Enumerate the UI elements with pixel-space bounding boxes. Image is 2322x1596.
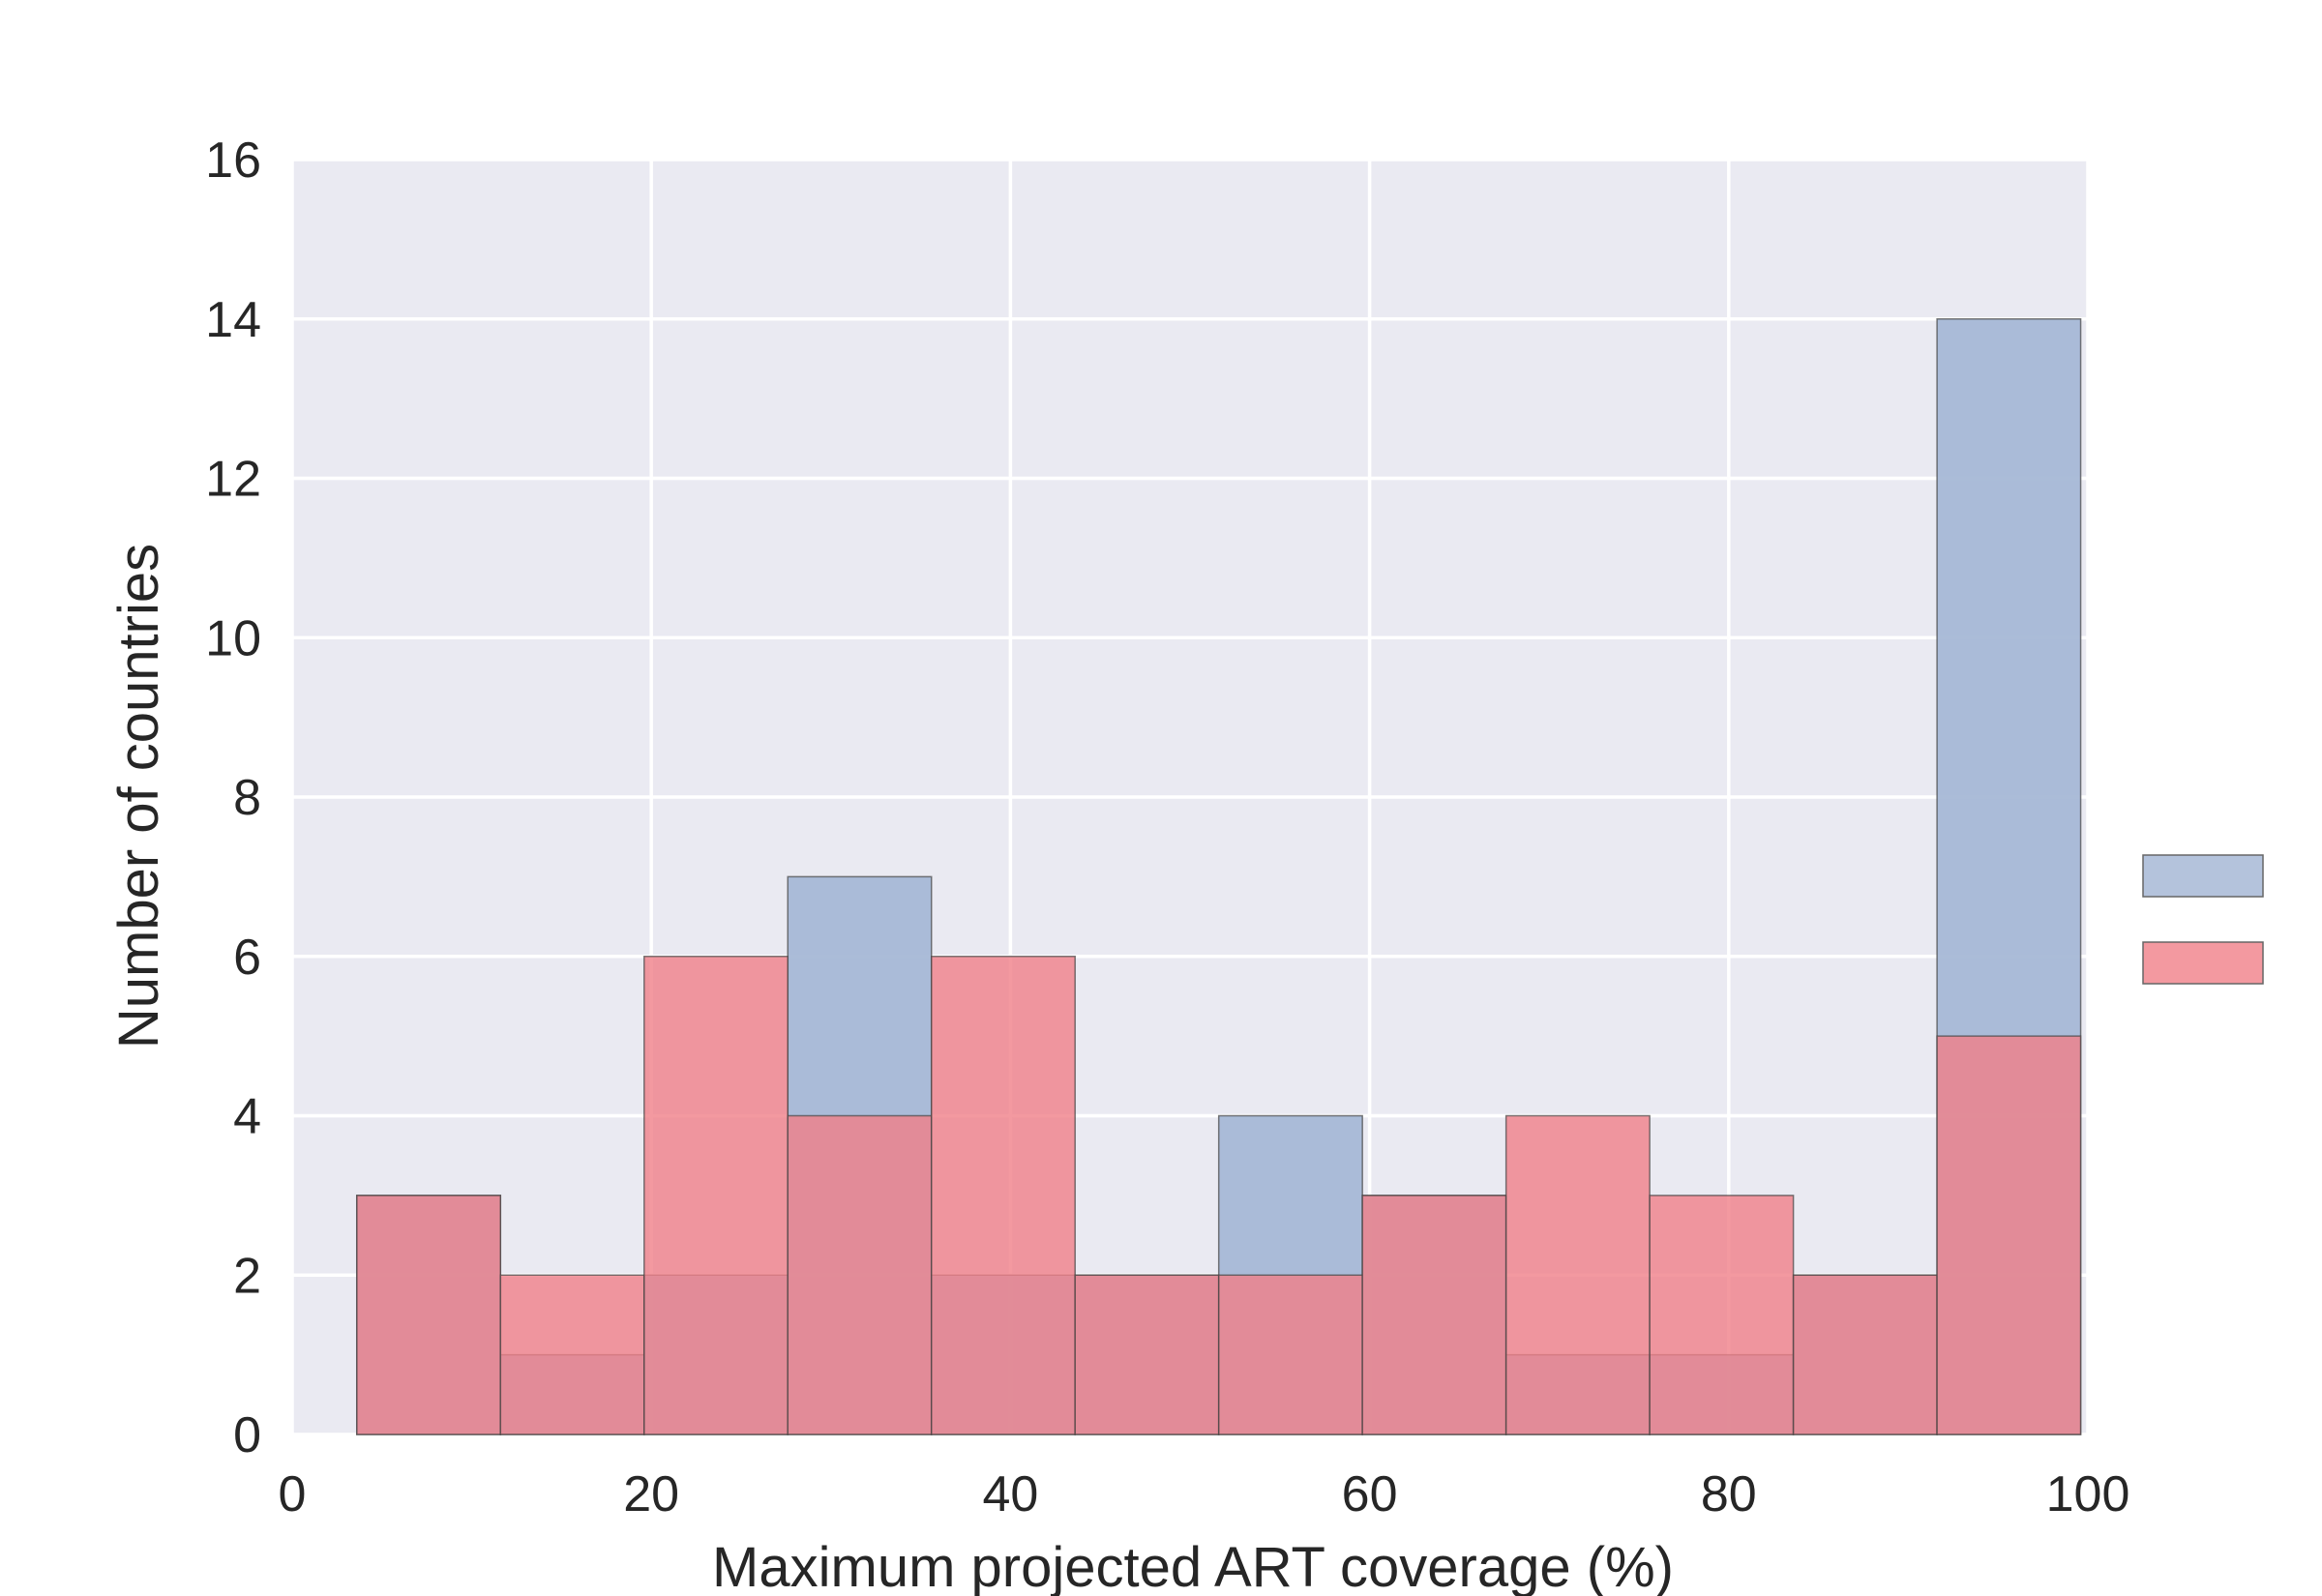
- y-tick-label: 4: [233, 1089, 261, 1145]
- x-tick-label: 100: [2046, 1466, 2130, 1522]
- y-tick-label: 2: [233, 1248, 261, 1304]
- y-tick-label: 10: [205, 610, 261, 666]
- histogram-bar-series-2: [356, 1195, 502, 1435]
- y-tick-label: 8: [233, 770, 261, 826]
- x-tick-label: 0: [279, 1466, 307, 1522]
- histogram-bar-series-2: [1649, 1195, 1795, 1435]
- y-tick-label: 6: [233, 930, 261, 986]
- y-tick-label: 14: [205, 292, 261, 348]
- x-axis-label: Maximum projected ART coverage (%): [712, 1536, 1674, 1596]
- histogram-bar-series-2: [1504, 1114, 1651, 1435]
- x-tick-label: 60: [1342, 1466, 1398, 1522]
- histogram-bar-series-2: [1792, 1274, 1938, 1435]
- legend-swatch: [2142, 941, 2264, 985]
- legend: [2142, 854, 2264, 985]
- x-tick-labels: 0 20 40 60 80 100: [279, 1466, 2130, 1522]
- histogram-bar-series-2: [499, 1274, 645, 1435]
- y-tick-labels: 0 2 4 6 8 10 12 14 16: [205, 133, 261, 1463]
- histogram-bars: [356, 318, 2082, 1435]
- y-tick-label: 12: [205, 452, 261, 508]
- histogram-bar-series-2: [1074, 1274, 1220, 1435]
- histogram-bar-series-2: [643, 956, 789, 1435]
- x-tick-label: 20: [623, 1466, 679, 1522]
- x-tick-label: 80: [1701, 1466, 1757, 1522]
- histogram-bar-series-2: [930, 956, 1076, 1435]
- histogram-bar-series-2: [1217, 1274, 1363, 1435]
- x-tick-label: 40: [982, 1466, 1038, 1522]
- histogram-bar-series-2: [1936, 1035, 2082, 1435]
- histogram-bar-series-2: [787, 1114, 933, 1435]
- legend-swatch: [2142, 854, 2264, 898]
- y-tick-label: 0: [233, 1407, 261, 1463]
- y-axis-label: Number of countries: [107, 544, 170, 1049]
- histogram-bar-series-2: [1361, 1195, 1507, 1435]
- y-tick-label: 16: [205, 133, 261, 189]
